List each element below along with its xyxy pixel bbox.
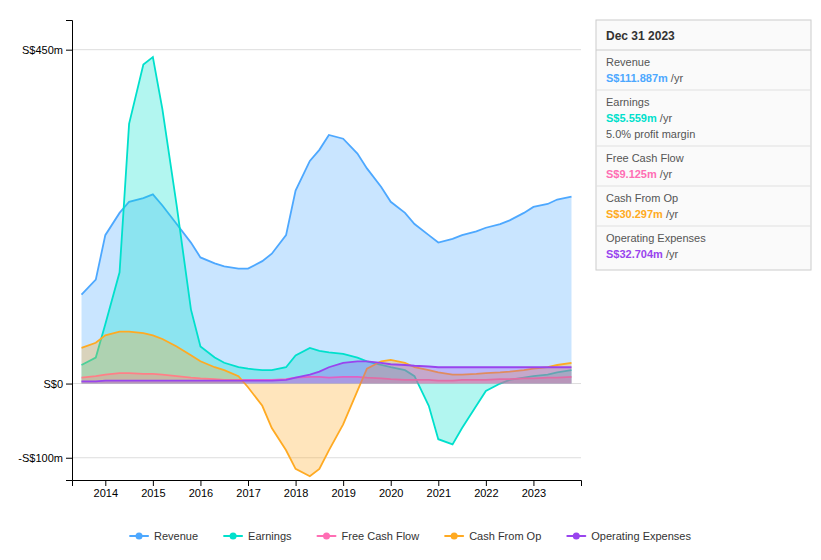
line [82,361,572,381]
chart: 2014 2015 2016 2017 2018 2019 2020 2021 2022 2023… [0,0,821,560]
x-tick-mark [248,480,249,486]
x-tick-label: 2022 [474,487,498,499]
x-tick: 2023 [522,480,546,499]
legend-label: Operating Expenses [591,530,691,542]
info-label: Free Cash Flow [606,152,684,164]
y-tick: S$0 [43,378,72,390]
info-unit: /yr [668,72,684,84]
x-tick: 2015 [141,480,165,499]
info-divider [596,186,811,187]
y-tick: -S$100m [18,452,72,464]
y-tick-label: S$450m [22,44,63,56]
x-tick: 2022 [474,480,498,499]
x-tick-label: 2018 [284,487,308,499]
info-unit: /yr [663,208,679,220]
grid-line [72,49,581,50]
x-tick: 2017 [236,480,260,499]
y-axis-line [66,21,73,481]
legend-label: Revenue [154,530,198,542]
x-tick-mark [200,480,201,486]
x-tick: 2016 [189,480,213,499]
legend-item: Earnings [224,530,292,542]
info-box-frame [596,20,811,270]
legend-item: Cash From Op [445,530,541,542]
y-tick-label: -S$100m [18,452,63,464]
x-tick-mark [343,480,344,486]
y-tick-mark [66,458,72,459]
x-tick: 2019 [331,480,355,499]
y-tick-mark [66,384,72,385]
info-divider [596,50,811,51]
area [82,332,572,477]
x-tick-mark [486,480,487,486]
x-tick-mark [533,480,534,486]
info-unit: /yr [663,248,679,260]
info-divider [596,146,811,147]
x-tick-label: 2014 [94,487,118,499]
y-tick: S$450m [22,44,72,56]
legend-marker [230,533,237,540]
info-divider [596,226,811,227]
info-value: S$32.704m [606,248,663,260]
x-tick-label: 2023 [522,487,546,499]
x-tick: 2014 [94,480,118,499]
info-divider [596,90,811,91]
info-label: Cash From Op [606,192,678,204]
grid-line [72,457,581,458]
x-tick-label: 2021 [427,487,451,499]
legend-marker [323,533,330,540]
y-tick-label: S$0 [43,378,63,390]
legend-item: Operating Expenses [567,530,691,542]
x-tick-label: 2017 [236,487,260,499]
info-label: Revenue [606,56,650,68]
info-title: Dec 31 2023 [606,29,675,43]
info-note: 5.0% profit margin [606,128,695,140]
info-value: S$111.887m [606,72,668,84]
x-tick-label: 2019 [331,487,355,499]
info-value: S$9.125m [606,168,657,180]
x-tick-mark [105,480,106,486]
legend-marker [573,533,580,540]
legend-item: Free Cash Flow [318,530,420,542]
info-unit: /yr [657,168,673,180]
info-label: Earnings [606,96,650,108]
x-tick: 2020 [379,480,403,499]
x-axis-line [73,481,582,487]
marks [82,57,572,476]
x-tick-label: 2016 [189,487,213,499]
x-tick: 2018 [284,480,308,499]
info-label: Operating Expenses [606,232,706,244]
legend-item: Revenue [130,530,198,542]
info-unit: /yr [657,112,673,124]
info-box: Dec 31 2023 Revenue S$111.887m /yr Earnings… [596,20,811,270]
plot: 2014 2015 2016 2017 2018 2019 2020 2021 2022 2023… [18,21,581,499]
area [82,361,572,383]
legend-label: Earnings [248,530,292,542]
x-tick-mark [153,480,154,486]
x-tick-label: 2020 [379,487,403,499]
y-axis: -S$100m S$0 S$450m [18,21,72,481]
legend-marker [451,533,458,540]
legend-label: Free Cash Flow [342,530,420,542]
x-tick-label: 2015 [141,487,165,499]
x-tick-mark [391,480,392,486]
line [82,332,572,477]
info-value: S$5.559m [606,112,657,124]
legend: Revenue Earnings Free Cash Flow Cash From O… [130,530,691,542]
legend-marker [136,533,143,540]
x-tick: 2021 [427,480,451,499]
x-tick-mark [296,480,297,486]
y-tick-mark [66,50,72,51]
info-value: S$30.297m [606,208,663,220]
x-axis: 2014 2015 2016 2017 2018 2019 2020 2021 2022 2023 [73,480,582,499]
legend-label: Cash From Op [469,530,541,542]
x-tick-mark [438,480,439,486]
